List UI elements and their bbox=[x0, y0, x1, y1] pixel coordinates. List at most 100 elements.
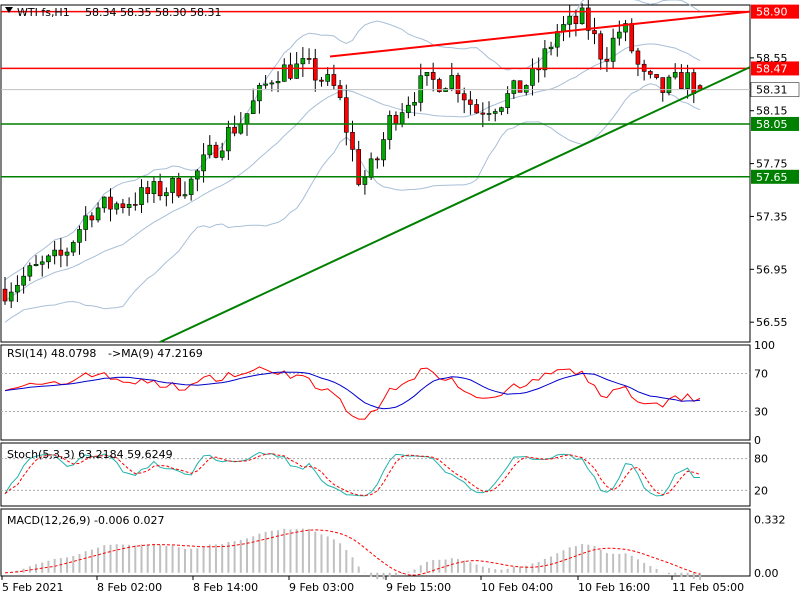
candle-bear bbox=[108, 196, 113, 210]
candle-bull bbox=[492, 111, 498, 114]
candle-bull bbox=[126, 204, 132, 208]
candle-bull bbox=[170, 177, 175, 193]
rsi-tick-label: 100 bbox=[754, 339, 775, 352]
candle-bull bbox=[511, 80, 517, 94]
current-price-label: 58.31 bbox=[756, 84, 788, 97]
candle-bear bbox=[58, 249, 64, 256]
macd-signal-line bbox=[4, 529, 701, 576]
symbol-label: WTI fs,H1 bbox=[17, 6, 70, 19]
level-label-sup-2: 57.65 bbox=[756, 171, 788, 184]
candle-bull bbox=[325, 74, 330, 82]
candle-bull bbox=[70, 242, 76, 253]
price-tick-label: 56.95 bbox=[756, 263, 788, 276]
time-tick-label: 9 Feb 15:00 bbox=[386, 581, 451, 594]
candlesticks[interactable] bbox=[2, 0, 703, 309]
candle-bull bbox=[294, 63, 299, 79]
current-price-tag bbox=[750, 82, 800, 97]
candle-bear bbox=[337, 85, 343, 98]
candle-bull bbox=[505, 93, 510, 109]
candle-bear bbox=[461, 93, 467, 101]
rsi-ma-label: ->MA(9) 47.2169 bbox=[108, 347, 203, 360]
candle-bull bbox=[685, 72, 690, 89]
candle-bull bbox=[666, 76, 672, 93]
candle-bear bbox=[679, 72, 684, 89]
candle-bull bbox=[139, 187, 144, 205]
candle-bear bbox=[331, 74, 337, 86]
candle-bear bbox=[213, 144, 219, 158]
candle-bear bbox=[288, 64, 293, 79]
candle-bull bbox=[449, 75, 455, 89]
candle-bull bbox=[46, 255, 51, 263]
rsi-tick-label: 0 bbox=[754, 434, 761, 447]
candle-bull bbox=[226, 126, 231, 152]
price-tick-label: 58.55 bbox=[756, 52, 788, 65]
candle-bear bbox=[455, 75, 461, 94]
candle-bull bbox=[387, 115, 393, 140]
candle-bull bbox=[21, 275, 26, 286]
time-axis: 5 Feb 2021 8 Feb 02:00 8 Feb 14:00 9 Feb 03… bbox=[1, 576, 744, 594]
rsi-tick-label: 70 bbox=[754, 368, 768, 381]
candle-bull bbox=[201, 154, 206, 172]
candle-bull bbox=[27, 265, 33, 277]
candle-bear bbox=[306, 58, 312, 60]
candle-bull bbox=[77, 229, 82, 243]
trend-lines[interactable] bbox=[159, 10, 751, 343]
candle-bear bbox=[157, 181, 163, 197]
price-tick-label: 57.75 bbox=[756, 158, 788, 171]
macd-tick-label: 0.332 bbox=[754, 513, 786, 526]
resistance-trend-line bbox=[329, 10, 751, 58]
candle-bull bbox=[263, 83, 268, 86]
candle-bull bbox=[95, 207, 101, 221]
candle-bull bbox=[15, 284, 20, 293]
candle-bear bbox=[319, 79, 324, 82]
candle-bull bbox=[64, 251, 70, 256]
candle-bear bbox=[120, 203, 126, 208]
bollinger-middle-line bbox=[4, 43, 701, 302]
price-tick-label: 57.35 bbox=[756, 210, 788, 223]
level-tag-res-top bbox=[751, 4, 799, 19]
rsi-ma-line bbox=[4, 371, 701, 410]
candle-bear bbox=[312, 58, 318, 81]
candle-bear bbox=[573, 15, 579, 25]
candle-bull bbox=[567, 15, 572, 25]
candle-bear bbox=[393, 115, 399, 124]
panel-frame-3 bbox=[0, 508, 751, 577]
dropdown-triangle-icon[interactable] bbox=[5, 7, 13, 13]
macd-panel: 0.332 0.00 bbox=[4, 513, 786, 580]
bollinger-upper-line bbox=[4, 0, 701, 281]
horizontal-levels[interactable]: 58.90 58.47 58.05 57.65 58.31 bbox=[1, 4, 800, 184]
candle-bull bbox=[39, 261, 45, 265]
time-tick-label: 9 Feb 03:00 bbox=[289, 581, 354, 594]
rsi-line bbox=[4, 366, 701, 420]
candle-bull bbox=[219, 150, 225, 158]
candle-bull bbox=[368, 158, 374, 178]
price-axis: 58.55 58.15 57.75 57.35 56.95 56.55 bbox=[750, 52, 788, 329]
candle-bull bbox=[269, 82, 275, 85]
candle-bull bbox=[617, 31, 622, 39]
candle-bull bbox=[195, 170, 200, 180]
candle-bull bbox=[672, 72, 678, 78]
candle-bear bbox=[176, 177, 182, 197]
candle-bear bbox=[691, 72, 697, 94]
candle-bear bbox=[356, 149, 362, 185]
candle-bull bbox=[418, 75, 424, 103]
candle-bull bbox=[579, 7, 585, 25]
rsi-tick-label: 30 bbox=[754, 406, 768, 419]
candle-bull bbox=[523, 85, 529, 93]
ohlc-values: 58.34 58.35 58.30 58.31 bbox=[85, 6, 221, 19]
candle-bear bbox=[604, 58, 610, 62]
candle-bear bbox=[145, 187, 151, 194]
candle-bull bbox=[554, 31, 560, 48]
level-label-res-mid: 58.47 bbox=[756, 62, 788, 75]
time-tick-label: 5 Feb 2021 bbox=[2, 581, 63, 594]
stoch-label: Stoch(5,3,3) 63.2184 59.6249 bbox=[7, 448, 173, 461]
macd-tick-label: 0.00 bbox=[754, 567, 779, 580]
candle-bear bbox=[648, 71, 653, 75]
panel-frame-0 bbox=[0, 4, 751, 343]
candle-bull bbox=[83, 215, 88, 230]
candle-bull bbox=[257, 85, 262, 102]
candle-bull bbox=[164, 192, 169, 197]
candle-bull bbox=[424, 72, 430, 77]
candle-bull bbox=[182, 194, 188, 197]
